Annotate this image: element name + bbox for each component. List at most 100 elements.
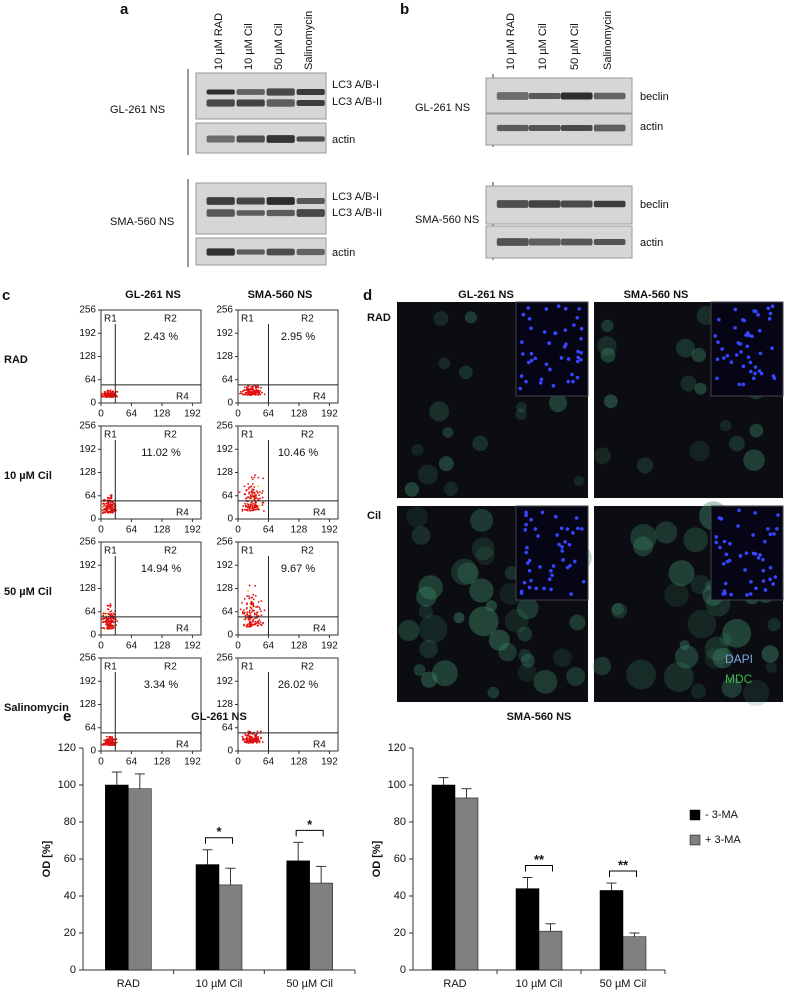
significance-label: ** — [618, 857, 629, 872]
blot-band — [266, 99, 295, 107]
percent-label: 10.46 % — [278, 447, 319, 459]
cell — [719, 632, 732, 646]
event-dot — [107, 389, 110, 392]
event-dot — [105, 621, 108, 623]
x-tick-label: 192 — [321, 525, 338, 536]
event-dot — [248, 609, 251, 612]
event-dot — [105, 742, 108, 745]
cell — [475, 546, 495, 566]
row-label: GL-261 NS — [415, 102, 470, 114]
blot-band — [496, 200, 529, 208]
legend-label: DAPI — [725, 652, 753, 666]
cell — [633, 536, 653, 557]
nucleus — [581, 579, 586, 584]
nucleus — [539, 377, 544, 382]
blot-band — [296, 209, 325, 217]
nucleus — [542, 586, 546, 591]
nucleus — [527, 316, 532, 321]
event-dot — [259, 497, 261, 500]
lane-label: Salinomycin — [602, 11, 614, 70]
blot-band — [266, 209, 295, 217]
event-dot — [258, 494, 261, 497]
cell — [569, 614, 586, 631]
lane-label: 50 µM Cil — [569, 23, 581, 70]
event-dot — [247, 392, 250, 395]
nucleus — [560, 549, 565, 553]
nucleus — [763, 539, 767, 544]
cell — [416, 586, 437, 607]
y-tick-label: 256 — [216, 537, 233, 548]
x-tick-label: 10 µM Cil — [196, 978, 243, 990]
cell — [504, 608, 529, 633]
event-dot — [252, 605, 255, 607]
event-dot — [251, 619, 254, 622]
nucleus — [741, 364, 746, 369]
event-dot — [104, 507, 107, 510]
nucleus — [715, 357, 720, 362]
event-dot — [246, 503, 249, 505]
x-tick-label: RAD — [117, 978, 140, 990]
y-tick-label: 192 — [79, 328, 96, 339]
band-label: LC3 A/B-II — [332, 96, 382, 108]
nucleus — [562, 344, 567, 349]
nucleus — [576, 526, 580, 531]
blot-band — [593, 200, 626, 208]
cell — [674, 645, 699, 669]
nucleus — [767, 317, 772, 321]
significance-label: ** — [534, 852, 545, 867]
nucleus — [575, 359, 580, 364]
nucleus — [529, 578, 533, 583]
event-dot — [106, 623, 109, 625]
cell — [689, 440, 710, 462]
event-dot — [251, 385, 254, 388]
nucleus — [572, 559, 577, 564]
y-tick-label: 192 — [216, 444, 233, 455]
event-dot — [254, 393, 257, 396]
cell — [743, 679, 770, 707]
nucleus — [551, 384, 556, 388]
event-dot — [256, 730, 259, 733]
nucleus — [714, 535, 719, 539]
row-label: SMA-560 NS — [110, 216, 174, 228]
y-tick-label: 192 — [79, 560, 96, 571]
event-dot — [255, 389, 258, 392]
event-dot — [253, 613, 256, 616]
nucleus — [579, 527, 584, 531]
event-dot — [110, 610, 113, 612]
significance-label: * — [307, 817, 313, 832]
event-dot — [250, 739, 253, 742]
row-label: 50 µM Cil — [4, 586, 52, 598]
event-dot — [257, 393, 260, 396]
nucleus — [524, 522, 528, 527]
cell — [712, 647, 734, 669]
y-tick-label: 40 — [64, 890, 76, 902]
event-dot — [110, 497, 113, 500]
blot-band — [206, 209, 235, 217]
nucleus — [753, 552, 758, 556]
event-dot — [250, 509, 253, 512]
blot-band — [593, 124, 626, 132]
event-dot — [259, 608, 261, 611]
event-dot — [108, 737, 111, 740]
nucleus — [749, 579, 753, 584]
event-dot — [243, 623, 245, 626]
event-dot — [106, 604, 109, 607]
nucleus — [772, 532, 776, 536]
event-dot — [111, 511, 114, 514]
y-tick-label: 128 — [79, 699, 96, 710]
y-tick-label: 64 — [222, 490, 234, 501]
x-tick-label: 128 — [291, 641, 308, 652]
event-dot — [105, 394, 107, 397]
nucleus — [544, 307, 549, 311]
nucleus — [768, 565, 773, 570]
gate-label: R1 — [104, 430, 117, 441]
cell — [438, 456, 454, 472]
event-dot — [249, 505, 252, 507]
nucleus — [579, 357, 583, 362]
event-dot — [253, 737, 255, 740]
event-dot — [101, 392, 103, 395]
event-dot — [244, 734, 247, 737]
event-dot — [244, 391, 247, 394]
nucleus — [768, 311, 773, 316]
nucleus — [770, 346, 774, 350]
